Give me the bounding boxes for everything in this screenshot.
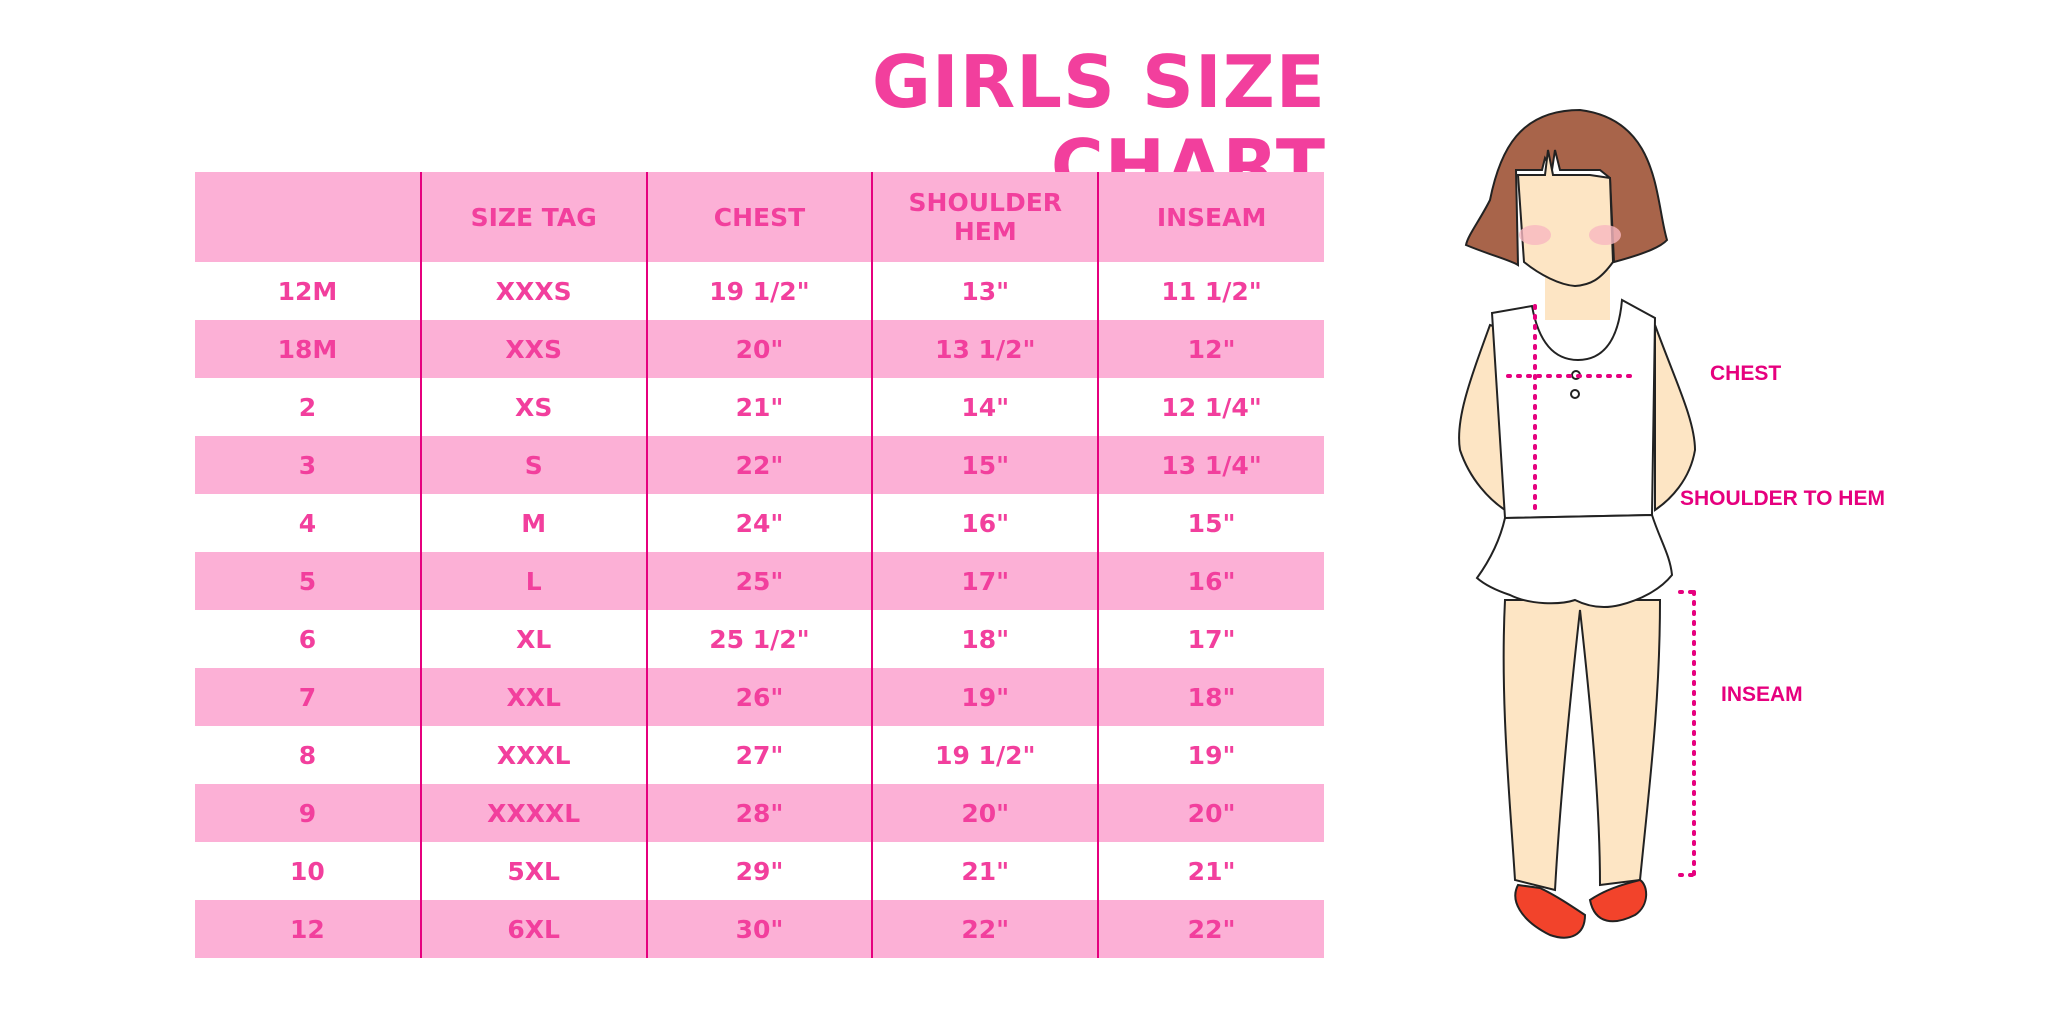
table-cell: XXS xyxy=(419,320,647,378)
table-cell: 17" xyxy=(871,552,1099,610)
page-title: GIRLS SIZE CHART xyxy=(871,40,1326,208)
table-cell: 20" xyxy=(1097,784,1324,842)
table-cell: 8 xyxy=(298,740,317,770)
hair xyxy=(1464,108,1669,267)
size-table: SIZE TAG CHEST SHOULDER HEM INSEAM 12M XXXS 1… xyxy=(195,172,1324,958)
table-cell: 15" xyxy=(871,436,1099,494)
table-row: 12 6XL 30" 22" 22" xyxy=(195,900,1324,958)
skirt xyxy=(1475,513,1674,609)
table-cell: 9 xyxy=(195,784,421,842)
table-cell: 18M xyxy=(195,320,421,378)
table-cell: 21" xyxy=(645,378,873,436)
table-cell: 26" xyxy=(645,668,873,726)
table-cell: XL xyxy=(419,610,647,668)
table-cell: 12" xyxy=(1097,320,1324,378)
left-shoe xyxy=(1514,883,1587,939)
table-cell: 3 xyxy=(195,436,421,494)
table-row: 12M XXXS 19 1/2" 13" 11 1/2" xyxy=(195,262,1324,320)
table-row: 3 S 22" 15" 13 1/4" xyxy=(195,436,1324,494)
table-cell: 5XL xyxy=(419,842,647,900)
table-cell: 12 xyxy=(195,900,421,958)
legs xyxy=(1502,599,1662,892)
table-cell: 19" xyxy=(871,668,1099,726)
table-cell: XXL xyxy=(419,668,647,726)
table-cell: 2 xyxy=(298,392,317,422)
table-cell: 12 1/4" xyxy=(1097,378,1324,436)
chest-label: CHEST xyxy=(1710,362,1782,385)
table-cell: 6 xyxy=(298,624,317,654)
table-cell: S xyxy=(419,436,647,494)
shirt xyxy=(1490,298,1657,520)
table-cell: XXXXL xyxy=(419,784,647,842)
table-cell: 17" xyxy=(1097,610,1324,668)
column-header: CHEST xyxy=(645,172,873,262)
header-row: SIZE TAG CHEST SHOULDER HEM INSEAM xyxy=(195,172,1324,262)
table-cell: 20" xyxy=(871,784,1099,842)
table-cell: XXXS xyxy=(419,262,647,320)
table-cell: 24" xyxy=(645,494,873,552)
face xyxy=(1516,149,1615,288)
table-cell: 21" xyxy=(1097,842,1324,900)
left-arm xyxy=(1458,323,1506,512)
table-row: 5 L 25" 17" 16" xyxy=(195,552,1324,610)
column-header xyxy=(195,172,421,262)
table-cell: 16" xyxy=(871,494,1099,552)
table-cell: 13" xyxy=(871,262,1099,320)
table-cell: 29" xyxy=(645,842,873,900)
table-cell: 6XL xyxy=(419,900,647,958)
table-cell: 18" xyxy=(871,610,1099,668)
table-row: 4 M 24" 16" 15" xyxy=(195,494,1324,552)
table-cell: 5 xyxy=(195,552,421,610)
table-cell: 13 1/2" xyxy=(871,320,1099,378)
table-cell: 18" xyxy=(1097,668,1324,726)
right-arm xyxy=(1654,324,1697,512)
column-header: INSEAM xyxy=(1097,172,1324,262)
inseam-label: INSEAM xyxy=(1721,683,1803,706)
table-cell: 20" xyxy=(645,320,873,378)
table-cell: L xyxy=(419,552,647,610)
table-cell: 30" xyxy=(645,900,873,958)
table-cell: 4 xyxy=(298,508,317,538)
column-header: SHOULDER HEM xyxy=(871,172,1099,262)
table-cell: 22" xyxy=(871,900,1099,958)
table-cell: 22" xyxy=(645,436,873,494)
table-row: 7 XXL 26" 19" 18" xyxy=(195,668,1324,726)
table-cell: 21" xyxy=(871,842,1099,900)
table-cell: 19 1/2" xyxy=(871,726,1099,784)
column-header: SIZE TAG xyxy=(419,172,647,262)
table-cell: 11 1/2" xyxy=(1097,262,1324,320)
table-row: 18M XXS 20" 13 1/2" 12" xyxy=(195,320,1324,378)
table-cell: 27" xyxy=(645,726,873,784)
table-cell: 7 xyxy=(195,668,421,726)
table-cell: 12M xyxy=(277,276,338,306)
table-cell: XS xyxy=(419,378,647,436)
table-cell: M xyxy=(419,494,647,552)
table-cell: 22" xyxy=(1097,900,1324,958)
table-cell: XXXL xyxy=(419,726,647,784)
table-cell: 10 xyxy=(290,856,325,886)
table-cell: 19 1/2" xyxy=(645,262,873,320)
table-cell: 14" xyxy=(871,378,1099,436)
table-row: 6 XL 25 1/2" 18" 17" xyxy=(195,610,1324,668)
table-cell: 25 1/2" xyxy=(645,610,873,668)
right-shoe xyxy=(1588,878,1648,923)
table-row: 8 XXXL 27" 19 1/2" 19" xyxy=(195,726,1324,784)
table-cell: 16" xyxy=(1097,552,1324,610)
table-row: 2 XS 21" 14" 12 1/4" xyxy=(195,378,1324,436)
table-cell: 28" xyxy=(645,784,873,842)
table-cell: 25" xyxy=(645,552,873,610)
table-row: 10 5XL 29" 21" 21" xyxy=(195,842,1324,900)
table-cell: 19" xyxy=(1097,726,1324,784)
table-row: 9 XXXXL 28" 20" 20" xyxy=(195,784,1324,842)
table-cell: 13 1/4" xyxy=(1097,436,1324,494)
shoulder-to-hem-label: SHOULDER TO HEM xyxy=(1680,487,1885,510)
table-cell: 15" xyxy=(1097,494,1324,552)
